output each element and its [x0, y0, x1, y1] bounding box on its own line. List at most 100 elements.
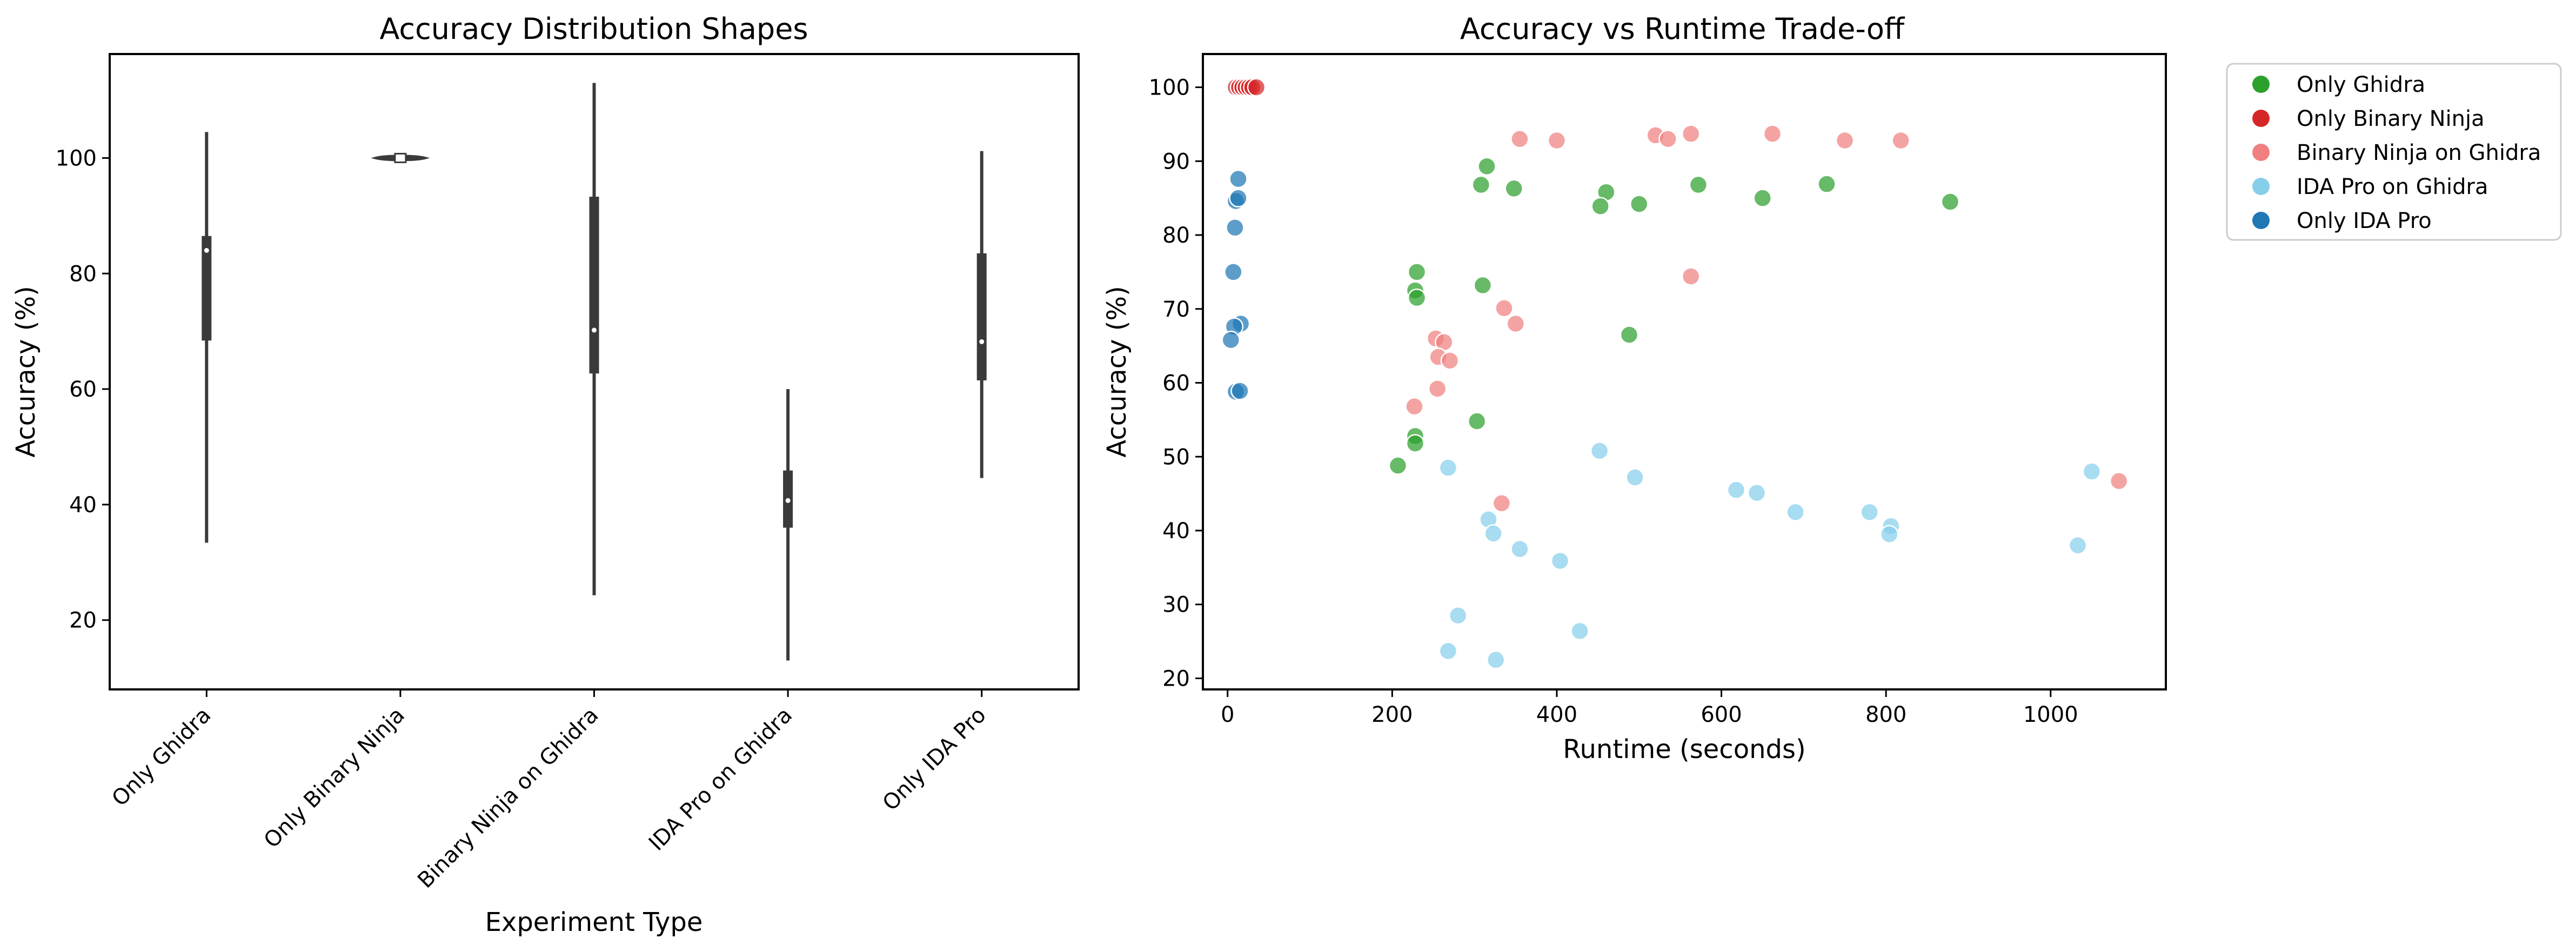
legend-item: Only Ghidra [2252, 72, 2425, 97]
legend-label: Only IDA Pro [2297, 209, 2432, 233]
violin-y-axis: 20 40 60 80 100 [56, 146, 110, 633]
iqr-box [202, 236, 212, 341]
violin-1 [371, 152, 430, 163]
y-tick-label: 60 [1162, 371, 1190, 396]
legend-label: Only Binary Ninja [2297, 106, 2485, 131]
legend-items: Only Ghidra Only Binary Ninja Binary Ninja… [2252, 72, 2541, 233]
y-tick-label: 100 [56, 146, 97, 171]
median-marker [785, 498, 791, 503]
data-point [1506, 314, 1525, 333]
violin-3 [783, 389, 793, 661]
scatter-x-axis-label: Runtime (seconds) [1563, 734, 1805, 765]
data-point [1467, 412, 1487, 431]
median-marker [979, 339, 985, 344]
data-point [1591, 197, 1610, 216]
legend-label: Only Ghidra [2297, 72, 2425, 97]
y-tick-label: 20 [1162, 666, 1190, 691]
y-tick-label: 100 [1149, 76, 1190, 100]
data-point [1681, 124, 1701, 143]
legend-marker [2252, 76, 2270, 93]
y-tick-label: 70 [1162, 297, 1190, 322]
data-point [1388, 456, 1408, 475]
y-tick-label: 90 [1162, 149, 1190, 174]
data-point [1473, 276, 1493, 295]
series-binary-ninja-on-ghidra [1405, 124, 2129, 513]
data-point [1407, 289, 1427, 307]
data-point [1786, 502, 1805, 522]
legend-marker [2252, 212, 2270, 229]
data-point [1550, 551, 1570, 571]
data-point [1405, 397, 1424, 416]
data-point [1486, 651, 1506, 669]
data-point [1407, 263, 1427, 281]
data-point [1570, 621, 1589, 641]
x-tick-label: 400 [1536, 702, 1577, 727]
violin-4 [976, 151, 987, 478]
y-tick-label: 40 [1162, 519, 1190, 544]
data-point [1230, 381, 1249, 400]
series-only-ghidra [1388, 157, 1960, 475]
data-point [1510, 539, 1529, 559]
data-point [1629, 195, 1649, 213]
median-marker [592, 327, 597, 333]
data-point [1625, 468, 1644, 487]
violin-chart: Accuracy Distribution Shapes 20 40 60 80 100… [11, 12, 1080, 937]
data-point [2082, 462, 2102, 481]
category-label: Only IDA Pro [878, 703, 991, 816]
violin-marks [202, 83, 987, 661]
data-point [1689, 175, 1708, 195]
data-point [1428, 379, 1447, 398]
legend-label: Binary Ninja on Ghidra [2297, 140, 2541, 165]
data-point [2109, 472, 2129, 491]
x-tick-label: 600 [1701, 702, 1742, 727]
violin-0 [202, 132, 212, 543]
violin-chart-title: Accuracy Distribution Shapes [379, 12, 808, 46]
data-point [1438, 458, 1458, 478]
data-point [1406, 434, 1425, 453]
data-point [1753, 189, 1772, 207]
data-point [1727, 480, 1746, 500]
iqr-box [976, 253, 987, 381]
y-tick-label: 80 [69, 262, 97, 286]
legend-marker [2252, 144, 2270, 161]
x-tick-label: 0 [1221, 702, 1234, 727]
series-only-ida-pro [1221, 169, 1250, 401]
violin-y-axis-label: Accuracy (%) [11, 286, 41, 457]
category-label: Only Ghidra [107, 703, 216, 812]
violin-x-axis-label: Experiment Type [485, 907, 703, 937]
data-point [1484, 524, 1503, 543]
data-point [1590, 441, 1609, 460]
iqr-box [589, 197, 599, 374]
data-point [1221, 330, 1241, 350]
scatter-y-axis: 20 30 40 50 60 70 80 90 100 [1149, 76, 1203, 691]
category-label: Binary Ninja on Ghidra [413, 703, 603, 893]
scatter-y-axis-label: Accuracy (%) [1102, 286, 1132, 457]
y-tick-label: 20 [69, 608, 97, 633]
series-ida-pro-on-ghidra [1438, 441, 2102, 669]
x-tick-label: 200 [1371, 702, 1413, 727]
legend-item: IDA Pro on Ghidra [2252, 175, 2488, 199]
data-point [1658, 130, 1677, 149]
y-tick-label: 80 [1162, 223, 1190, 248]
scatter-x-axis: 0 200 400 600 800 1000 [1221, 689, 2078, 727]
data-point [1835, 131, 1855, 150]
data-point [1860, 502, 1879, 522]
data-point [1547, 131, 1567, 150]
data-point [1226, 218, 1244, 237]
data-point [2068, 536, 2087, 555]
data-point [1495, 299, 1514, 318]
y-tick-label: 40 [69, 493, 97, 518]
data-point [1438, 641, 1458, 661]
data-point [1229, 189, 1248, 207]
legend-marker [2252, 178, 2270, 195]
data-point [1229, 169, 1248, 189]
data-point [1247, 78, 1266, 97]
scatter-chart-title: Accuracy vs Runtime Trade-off [1460, 12, 1905, 46]
y-tick-label: 60 [69, 377, 97, 402]
legend-label: IDA Pro on Ghidra [2297, 175, 2488, 199]
median-marker [394, 152, 407, 163]
data-point [1510, 130, 1529, 149]
data-point [1440, 351, 1460, 370]
